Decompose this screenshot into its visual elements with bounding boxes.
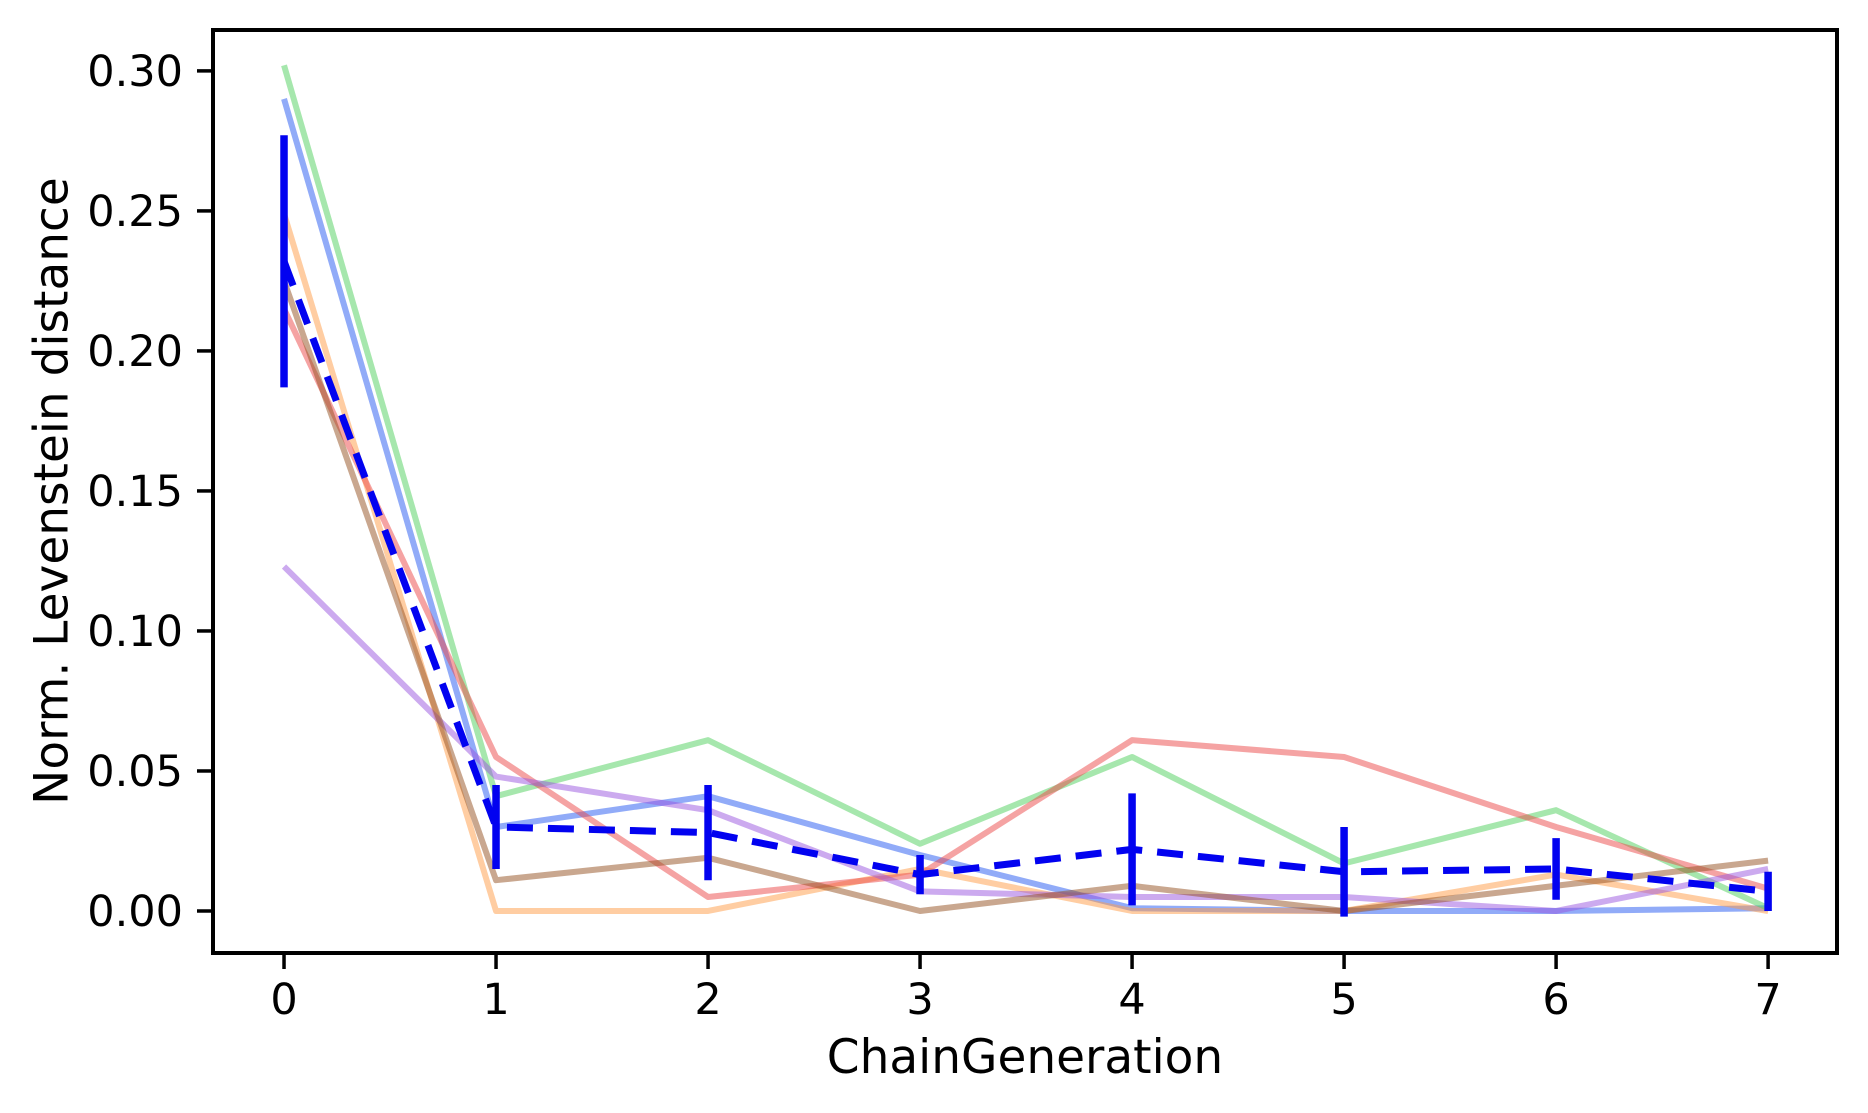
x-tick-label: 6: [1542, 975, 1569, 1025]
y-tick-label: 0.20: [87, 327, 183, 377]
x-tick-label: 7: [1754, 975, 1781, 1025]
series-line-chain-purple: [281, 564, 1769, 914]
x-axis-label: ChainGeneration: [826, 1030, 1224, 1085]
y-tick-label: 0.30: [87, 47, 183, 97]
x-tick-label: 5: [1330, 975, 1357, 1025]
mean-line: [280, 260, 1769, 895]
y-axis-label: Norm. Levenstein distance: [24, 177, 80, 805]
x-tick-label: 0: [270, 975, 297, 1025]
y-tick-label: 0.25: [87, 187, 183, 237]
x-tick-label: 2: [694, 975, 721, 1025]
y-tick-label: 0.05: [87, 747, 183, 797]
series-line-chain-brown: [281, 279, 1769, 914]
series-line-chain-orange: [281, 212, 1769, 914]
y-tick-label: 0.00: [87, 887, 183, 937]
series-line-chain-blue: [281, 98, 1769, 914]
x-tick-label: 1: [482, 975, 509, 1025]
series-line-chain-green: [281, 64, 1770, 911]
y-tick-label: 0.10: [87, 607, 183, 657]
plot-border: [211, 28, 1839, 955]
y-tick-label: 0.15: [87, 467, 183, 517]
x-tick-label: 4: [1118, 975, 1145, 1025]
series-line-chain-red: [281, 307, 1769, 900]
x-tick-label: 3: [906, 975, 933, 1025]
